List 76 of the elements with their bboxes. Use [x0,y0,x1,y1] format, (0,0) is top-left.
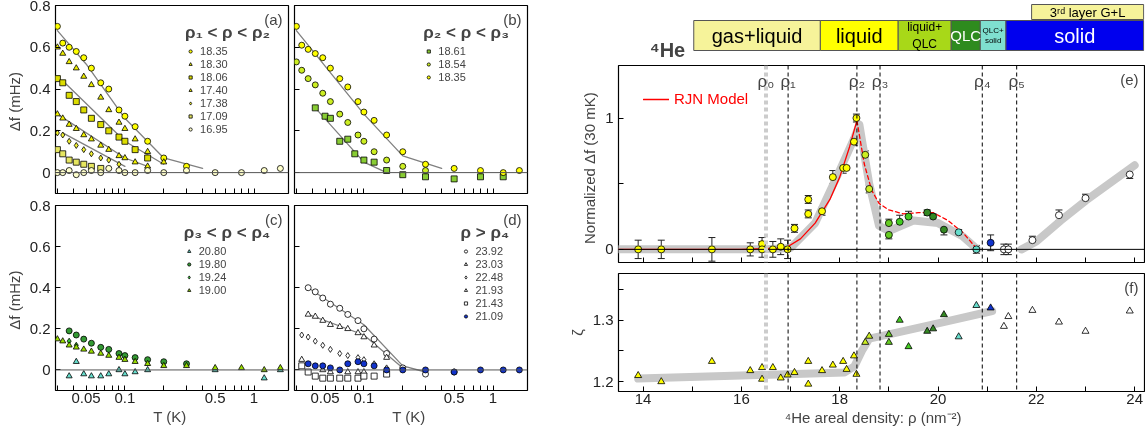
legend-label: 23.92 [475,245,504,257]
y-tick-label: 0 [605,240,614,258]
x-tick-label: 1 [249,388,259,406]
y-tick-label: 0.6 [29,38,51,56]
ref-line-label: ρ₄ [973,71,991,91]
x-tick-label: 0.1 [353,388,375,406]
legend-label: 18.61 [438,45,466,57]
annotation: (a) [264,10,283,28]
legend-label: 19.00 [198,284,227,296]
x-tick-label: 1 [488,388,498,406]
annotation: (e) [1120,70,1139,88]
y-tick-label: 0.8 [29,196,51,214]
y-axis-title: Δf (mHz) [5,270,23,330]
text: solid [1054,24,1096,47]
legend-label: 17.38 [200,97,228,109]
legend-label: 18.35 [438,71,466,83]
annotation: (b) [503,10,522,28]
legend-label: 19.24 [198,271,227,283]
y-tick-label: 1.3 [592,311,614,329]
y-tick-label: 0.2 [29,319,51,337]
x-axis-title: ⁴He areal density: ρ (nm⁻²) [784,408,962,426]
y-tick-label: 0.8 [29,0,51,14]
legend-label: 17.40 [200,84,228,96]
annotation: (c) [265,210,283,228]
ref-line-label: ρ₃ [871,71,889,91]
y-tick-label: 0 [42,360,51,378]
legend-label: RJN Model [674,90,749,107]
legend-label: 18.35 [200,45,228,57]
legend-label: 18.30 [200,58,228,70]
text: QLC [950,27,982,44]
text: liquid [835,24,883,47]
legend-label: 18.06 [200,71,228,83]
text: liquid+QLC [907,20,943,51]
x-tick-label: 0.5 [443,388,465,406]
x-tick-label: 20 [929,389,947,407]
text: QLC+solid [982,25,1004,46]
legend-label: 21.09 [475,310,504,322]
y-tick-label: 1 [605,109,614,127]
annotation: (d) [503,210,522,228]
legend-label: 21.93 [475,284,504,296]
legend-label: 16.95 [200,123,228,135]
ref-line-label: ρ₂ [848,71,866,91]
y-axis-title: Normalized Δf (30 mK) [581,92,599,245]
x-axis-title: T (K) [392,407,426,425]
legend-label: 21.43 [475,297,504,309]
text: ⁴He [649,38,686,61]
x-tick-label: 0.05 [71,388,101,406]
x-tick-label: 0.1 [114,388,136,406]
ref-line-label: ρ₅ [1008,71,1025,91]
x-tick-label: 22 [1028,389,1045,407]
x-axis-title: T (K) [153,407,187,425]
ref-line-label: ρ₁ [780,71,797,91]
x-tick-label: 16 [733,389,750,407]
annotation: (f) [1124,278,1139,296]
text: gas+liquid [711,24,803,47]
legend-label: 17.09 [200,110,228,122]
legend-label: 20.80 [198,245,227,257]
legend-label: 18.54 [438,58,466,70]
y-tick-label: 0.4 [29,278,51,296]
legend-label: 23.03 [475,258,504,270]
ref-line-label: ρ₀ [757,71,775,91]
y-tick-label: 1.2 [592,372,614,390]
y-tick-label: 0 [42,163,51,181]
x-tick-label: 14 [634,389,652,407]
x-tick-label: 0.05 [310,388,340,406]
y-tick-label: 0.6 [29,237,51,255]
x-tick-label: 0.5 [204,388,226,406]
y-axis-title: Δf (mHz) [5,71,23,132]
y-tick-label: 0.2 [29,121,51,139]
y-tick-label: 0.4 [29,80,51,98]
x-tick-label: 24 [1126,389,1144,407]
y-axis-title: ζ [568,328,586,336]
legend-label: 22.48 [475,271,504,283]
text: 3ʳᵈ layer G+L [1049,4,1126,20]
legend-label: 19.80 [198,258,227,270]
x-tick-label: 18 [831,389,849,407]
